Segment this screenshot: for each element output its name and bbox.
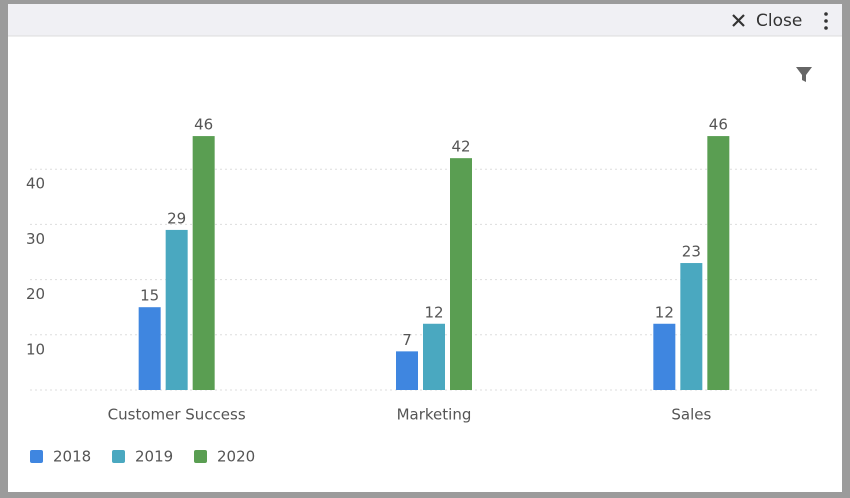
legend-label: 2020 [217,448,255,466]
data-label: 12 [655,303,674,321]
legend-swatch [194,450,207,463]
bar [396,351,418,390]
x-tick-label: Marketing [397,406,472,424]
data-label: 42 [451,138,470,156]
bar [653,323,676,390]
y-tick-label: 10 [26,340,45,358]
y-tick-label: 40 [26,175,45,193]
bar [680,263,703,390]
menu-button[interactable] [824,12,828,30]
close-label[interactable]: Close [756,11,802,31]
y-tick-label: 30 [26,230,45,248]
data-label: 12 [424,303,443,321]
bar [707,136,730,390]
x-tick-label: Sales [671,406,711,424]
data-label: 29 [167,209,186,227]
legend-swatch [30,450,43,463]
modal-header [8,4,842,36]
legend-swatch [112,450,125,463]
data-label: 46 [194,116,213,134]
close-button[interactable]: Close [732,11,802,31]
data-label: 15 [140,287,159,305]
data-label: 46 [709,116,728,134]
bar [450,158,472,390]
modal [8,4,842,492]
bar [138,307,161,390]
close-icon[interactable] [732,14,745,27]
filter-icon[interactable] [796,67,812,82]
data-label: 7 [402,331,412,349]
legend-label: 2018 [53,448,91,466]
bar [165,229,188,390]
x-tick-label: Customer Success [108,406,246,424]
bar [192,136,215,390]
legend-label: 2019 [135,448,173,466]
bar [423,323,445,390]
data-label: 23 [682,243,701,261]
y-tick-label: 20 [26,285,45,303]
